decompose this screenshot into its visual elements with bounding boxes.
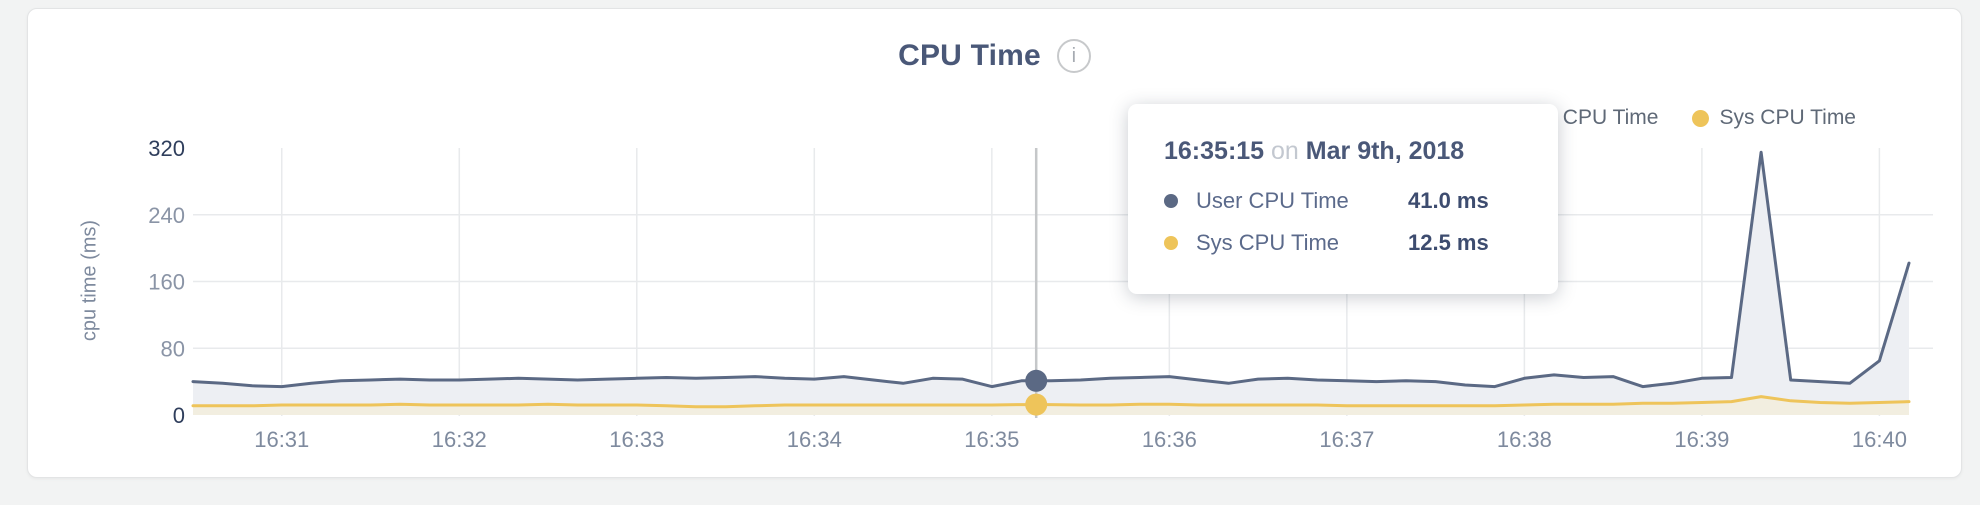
user-series-dot-icon — [1164, 194, 1178, 208]
hover-point — [1025, 393, 1048, 416]
sys-series-dot-icon — [1692, 109, 1710, 127]
page-title: CPU Time — [898, 39, 1041, 72]
tooltip-timestamp: 16:35:15 on Mar 9th, 2018 — [1164, 137, 1465, 165]
x-tick-label: 16:38 — [1497, 427, 1552, 452]
tooltip-rows: User CPU Time 41.0 ms Sys CPU Time 12.5 … — [1164, 180, 1524, 264]
tooltip-row-user: User CPU Time 41.0 ms — [1164, 180, 1524, 222]
x-tick-label: 16:32 — [432, 427, 487, 452]
series-line — [191, 395, 1911, 409]
sys-series-dot-icon — [1164, 236, 1178, 250]
y-tick-label: 320 — [148, 136, 185, 161]
x-tick-label: 16:39 — [1674, 427, 1729, 452]
series-area — [193, 152, 1909, 415]
panel-header: CPU Time i — [28, 39, 1961, 73]
x-tick-label: 16:31 — [254, 427, 309, 452]
x-tick-label: 16:40 — [1852, 427, 1907, 452]
x-tick-label: 16:34 — [787, 427, 842, 452]
legend-label: Sys CPU Time — [1719, 106, 1856, 129]
y-tick-label: 240 — [148, 203, 185, 228]
info-icon[interactable]: i — [1056, 39, 1091, 73]
series-line — [191, 150, 1911, 389]
cpu-time-panel: CPU Time i User CPU Time Sys CPU Time cp… — [27, 8, 1962, 478]
x-tick-label: 16:36 — [1142, 427, 1197, 452]
y-tick-label: 160 — [148, 270, 185, 295]
hover-tooltip: 16:35:15 on Mar 9th, 2018 User CPU Time … — [1128, 104, 1558, 294]
cpu-time-chart[interactable]: 0 80 160 240 320 16:31 16:32 16:33 16:34 16:35 16:… — [28, 9, 1980, 505]
hover-point — [1025, 369, 1048, 392]
x-tick-label: 16:37 — [1319, 427, 1374, 452]
x-tick-label: 16:33 — [609, 427, 664, 452]
y-tick-label: 0 — [173, 403, 185, 428]
legend-item-sys-cpu-time[interactable]: Sys CPU Time — [1692, 106, 1856, 130]
tooltip-row-sys: Sys CPU Time 12.5 ms — [1164, 222, 1524, 264]
x-tick-label: 16:35 — [964, 427, 1019, 452]
y-tick-label: 80 — [161, 336, 185, 361]
